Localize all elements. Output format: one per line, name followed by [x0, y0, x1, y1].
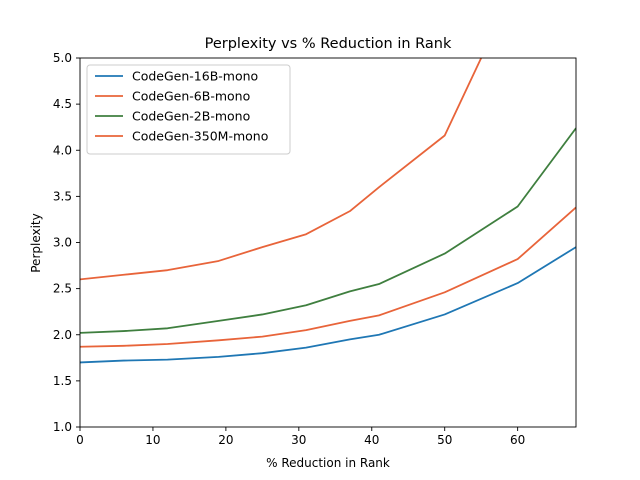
- y-tick-label: 1.5: [53, 374, 72, 388]
- legend-label: CodeGen-350M-mono: [132, 129, 268, 144]
- x-tick-label: 20: [218, 433, 233, 447]
- y-tick-label: 4.0: [53, 143, 72, 157]
- x-tick-label: 50: [437, 433, 452, 447]
- legend-label: CodeGen-6B-mono: [132, 89, 250, 104]
- x-tick-label: 30: [291, 433, 306, 447]
- x-axis-label: % Reduction in Rank: [266, 456, 390, 470]
- x-tick-label: 0: [76, 433, 84, 447]
- legend-box: [86, 64, 291, 155]
- y-tick-label: 1.0: [53, 420, 72, 434]
- legend-label: CodeGen-16B-mono: [132, 69, 258, 84]
- x-tick-label: 10: [145, 433, 160, 447]
- y-tick-label: 2.0: [53, 328, 72, 342]
- series-line-codegen-2b-mono: [80, 127, 576, 334]
- series-line-codegen-6b-mono: [80, 206, 576, 348]
- chart-title: Perplexity vs % Reduction in Rank: [205, 36, 452, 52]
- y-tick-label: 3.0: [53, 236, 72, 250]
- legend: CodeGen-16B-mono CodeGen-6B-mono CodeGen-2…: [86, 64, 291, 155]
- plot-area: [80, 58, 576, 364]
- x-tick-label: 60: [510, 433, 525, 447]
- y-tick-label: 3.5: [53, 189, 72, 203]
- y-tick-label: 5.0: [53, 51, 72, 65]
- y-tick-label: 4.5: [53, 97, 72, 111]
- axes: 0 10 20 30 40 50 60 1.0 1.5 2.0 2.5 3.0 3.5 4.0 4.5 5.0: [53, 51, 577, 447]
- x-tick-label: 40: [364, 433, 379, 447]
- series-line-codegen-16b-mono: [80, 246, 576, 364]
- y-tick-label: 2.5: [53, 282, 72, 296]
- series-line-codegen-350m-mono: [80, 58, 482, 281]
- legend-label: CodeGen-2B-mono: [132, 109, 250, 124]
- y-axis-label: Perplexity: [29, 213, 43, 273]
